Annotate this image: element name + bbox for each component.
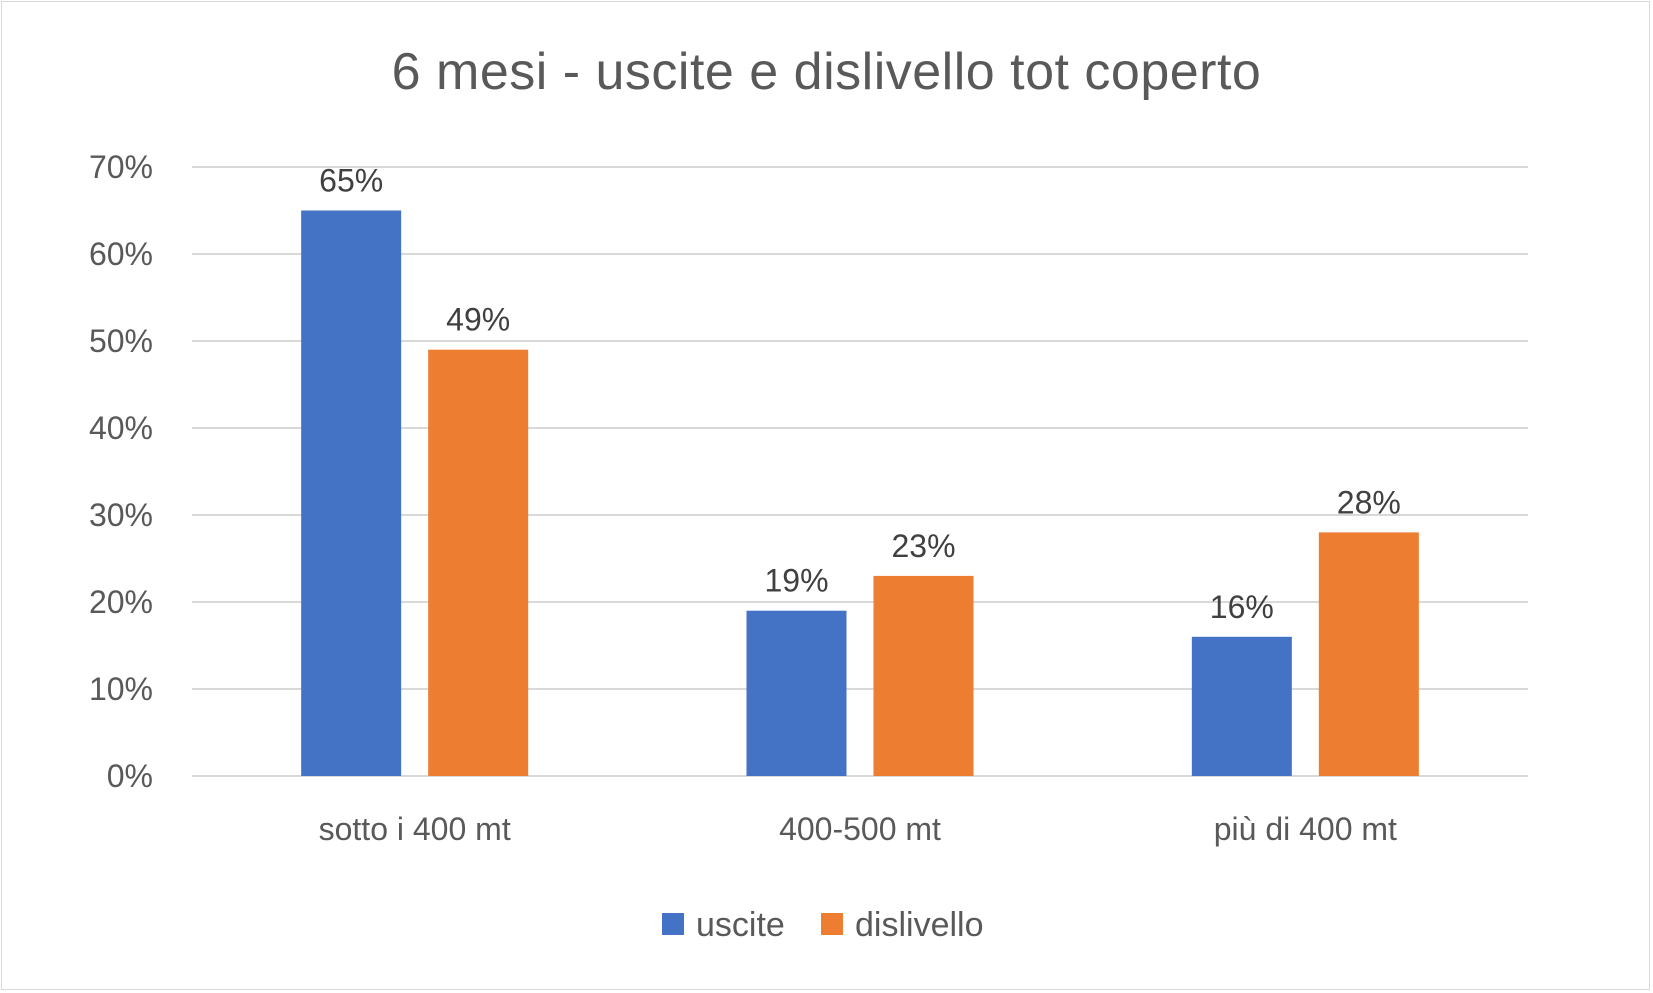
bar-uscite-3 — [1191, 636, 1292, 776]
legend-swatch-dislivello — [821, 913, 843, 935]
gridlines — [192, 166, 1528, 777]
y-tick-label: 40% — [89, 410, 153, 446]
x-category-label: 400-500 mt — [779, 811, 941, 847]
data-label-uscite-1: 65% — [319, 163, 383, 199]
bars — [301, 210, 1419, 776]
y-tick-label: 20% — [89, 584, 153, 620]
bar-dislivello-2 — [873, 575, 974, 776]
y-tick-label: 70% — [89, 149, 153, 185]
x-category-label: più di 400 mt — [1214, 811, 1397, 847]
data-labels: 65% 49% 19% 23% 16% 28% — [319, 163, 1401, 625]
chart-title: 6 mesi - uscite e dislivello tot coperto — [391, 43, 1262, 101]
y-tick-label: 30% — [89, 497, 153, 533]
y-tick-label: 10% — [89, 671, 153, 707]
y-axis-tick-labels: 0% 10% 20% 30% 40% 50% 60% 70% — [89, 149, 153, 794]
data-label-uscite-2: 19% — [764, 563, 828, 599]
y-tick-label: 60% — [89, 236, 153, 272]
y-tick-label: 50% — [89, 323, 153, 359]
legend-label-dislivello: dislivello — [855, 906, 984, 944]
bar-uscite-1 — [301, 210, 402, 776]
data-label-uscite-3: 16% — [1210, 589, 1274, 625]
bar-dislivello-3 — [1318, 532, 1419, 776]
x-axis-category-labels: sotto i 400 mt 400-500 mt più di 400 mt — [319, 811, 1397, 847]
x-category-label: sotto i 400 mt — [319, 811, 511, 847]
bar-uscite-2 — [746, 610, 847, 776]
legend-swatch-uscite — [662, 913, 684, 935]
legend: uscite dislivello — [662, 906, 984, 944]
data-label-dislivello-3: 28% — [1337, 484, 1401, 520]
legend-label-uscite: uscite — [696, 906, 785, 944]
y-tick-label: 0% — [107, 758, 153, 794]
data-label-dislivello-1: 49% — [446, 302, 510, 338]
bar-dislivello-1 — [428, 349, 529, 776]
data-label-dislivello-2: 23% — [891, 528, 955, 564]
